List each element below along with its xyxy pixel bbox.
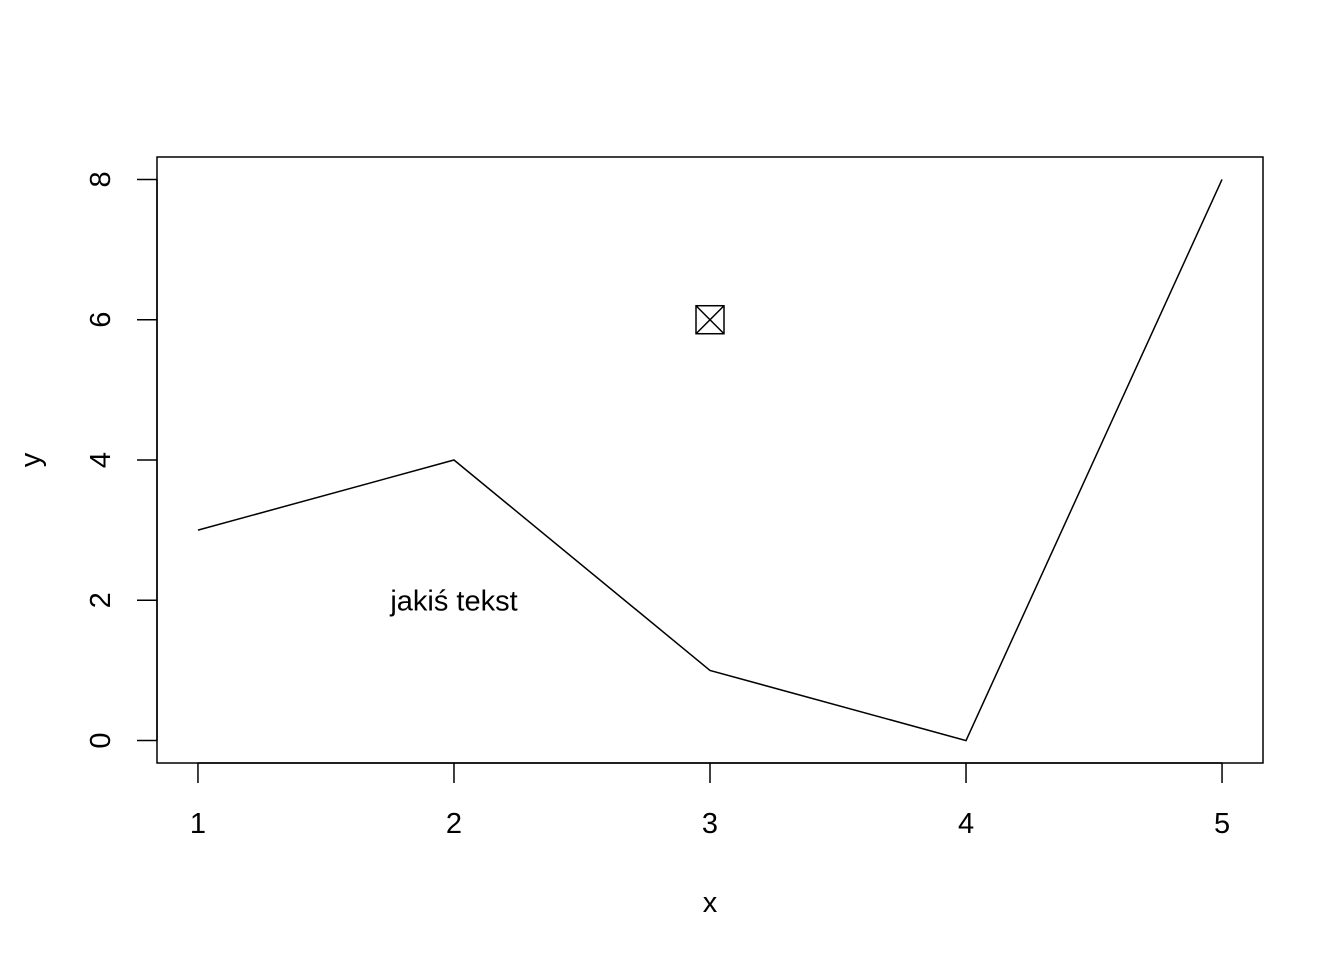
x-tick-label: 4 bbox=[958, 808, 974, 840]
square-with-x-point bbox=[695, 304, 725, 335]
y-axis-label: y bbox=[15, 452, 47, 467]
x-tick-label: 2 bbox=[446, 808, 462, 840]
series-line bbox=[197, 179, 1223, 742]
x-tick-label: 1 bbox=[190, 808, 206, 840]
y-tick-label: 4 bbox=[85, 452, 117, 468]
x-tick-label: 3 bbox=[702, 808, 718, 840]
y-tick-label: 8 bbox=[85, 171, 117, 187]
y-tick-label: 0 bbox=[85, 732, 117, 748]
series-layer bbox=[197, 179, 1223, 742]
point-square bbox=[695, 304, 725, 335]
y-tick-label: 6 bbox=[85, 312, 117, 328]
annotation-text: jakiś tekst bbox=[389, 585, 517, 617]
y-axis: 0 2 4 6 8 bbox=[85, 171, 158, 749]
y-tick-label: 2 bbox=[85, 592, 117, 608]
x-tick-label: 5 bbox=[1214, 808, 1230, 840]
annotation-layer: jakiś tekst bbox=[389, 304, 725, 617]
x-axis-label: x bbox=[703, 887, 718, 919]
x-axis: 1 2 3 4 5 bbox=[190, 762, 1230, 840]
point-cross-b bbox=[695, 305, 725, 335]
